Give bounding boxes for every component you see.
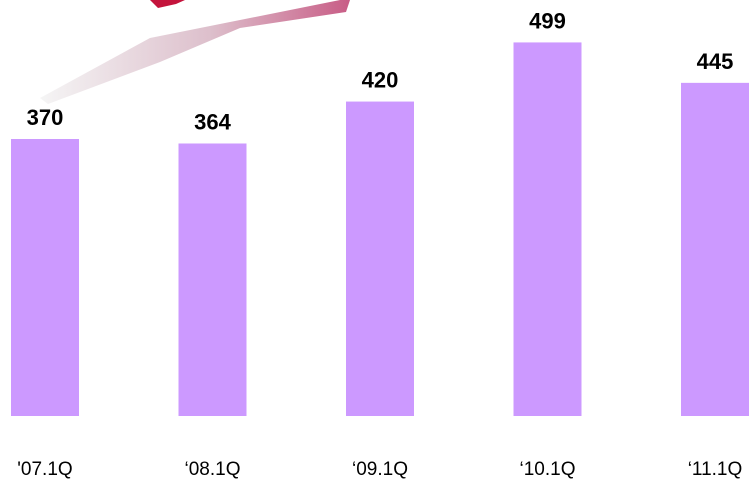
category-label-1: '07.1Q <box>17 459 72 480</box>
bar-2 <box>178 143 247 417</box>
trend-arrow-decoration <box>40 0 350 104</box>
category-label-5: ‘11.1Q <box>688 459 743 480</box>
bar-1 <box>11 139 79 416</box>
value-labels-group: 370 364 420 499 445 <box>27 8 734 134</box>
bars-group <box>11 42 749 417</box>
value-label-1: 370 <box>27 105 64 130</box>
category-label-4: ‘10.1Q <box>520 459 576 480</box>
bar-4 <box>513 42 582 417</box>
value-label-4: 499 <box>529 8 566 33</box>
bar-5 <box>681 82 749 416</box>
value-label-2: 364 <box>194 109 231 134</box>
bar-3 <box>346 101 414 416</box>
category-label-3: ‘09.1Q <box>352 459 408 480</box>
category-labels-group: '07.1Q ‘08.1Q ‘09.1Q ‘10.1Q ‘11.1Q <box>17 459 742 480</box>
value-label-3: 420 <box>362 68 399 93</box>
value-label-5: 445 <box>697 49 734 74</box>
category-label-2: ‘08.1Q <box>185 459 241 480</box>
